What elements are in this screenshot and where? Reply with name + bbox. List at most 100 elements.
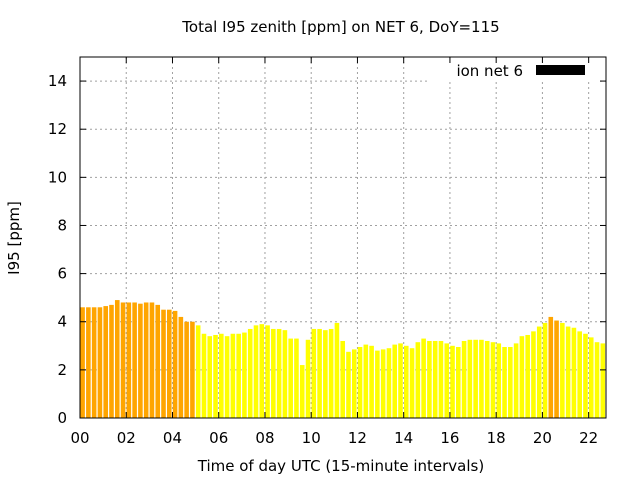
grid-lines	[80, 57, 606, 418]
bar	[554, 320, 559, 418]
bar	[184, 321, 189, 418]
bar	[311, 328, 317, 418]
bar	[236, 333, 241, 418]
y-tick-label: 6	[57, 265, 67, 283]
x-tick-label: 18	[487, 429, 506, 447]
bar	[340, 340, 345, 418]
bar	[242, 332, 247, 418]
bar	[265, 325, 270, 418]
bar	[282, 330, 288, 418]
x-tick-label: 14	[394, 429, 413, 447]
bar	[328, 328, 334, 418]
bar	[178, 316, 184, 418]
bar	[114, 300, 120, 418]
bar	[334, 322, 340, 418]
axis-ticks	[79, 57, 606, 419]
bar	[490, 342, 496, 418]
bar	[421, 338, 426, 418]
x-tick-label: 10	[302, 429, 321, 447]
plot-frame	[79, 56, 607, 419]
bar	[594, 342, 600, 418]
bar	[375, 350, 380, 418]
bar	[577, 331, 582, 418]
bar	[484, 340, 490, 418]
bar	[583, 333, 588, 418]
bar	[305, 339, 311, 418]
bar	[600, 343, 606, 418]
legend-swatch	[536, 65, 585, 75]
bar	[213, 334, 218, 418]
bar	[138, 303, 143, 418]
bar	[271, 328, 276, 418]
y-tick-label: 12	[48, 120, 67, 138]
bar	[357, 347, 363, 418]
bar	[502, 347, 507, 418]
bar	[432, 340, 438, 418]
bar	[247, 328, 253, 418]
bar	[224, 336, 230, 418]
bar	[323, 330, 328, 418]
bar	[427, 340, 432, 418]
bar	[317, 328, 322, 418]
bar	[415, 342, 421, 418]
y-tick-label: 0	[57, 409, 67, 427]
x-tick-label: 12	[348, 429, 367, 447]
bar	[531, 331, 536, 418]
bar	[219, 333, 224, 418]
bar	[299, 365, 305, 418]
bar	[380, 349, 386, 418]
bar	[161, 309, 166, 418]
y-tick-label: 14	[48, 72, 67, 90]
x-tick-label: 04	[163, 429, 182, 447]
bar	[190, 321, 195, 418]
bar	[392, 344, 398, 418]
x-tick-label: 08	[255, 429, 274, 447]
y-axis-label: I95 [ppm]	[5, 201, 23, 275]
x-tick-label: 20	[533, 429, 552, 447]
bar	[496, 343, 502, 418]
bar	[149, 302, 155, 418]
bar	[560, 322, 565, 418]
bar	[126, 302, 132, 418]
bar	[167, 309, 172, 418]
x-tick-label: 16	[440, 429, 459, 447]
y-tick-label: 4	[57, 313, 67, 331]
bar	[143, 302, 149, 418]
x-tick-label: 06	[209, 429, 228, 447]
y-tick-label: 10	[48, 168, 67, 186]
bar	[294, 338, 299, 418]
bar	[536, 326, 542, 418]
bar	[132, 302, 137, 418]
bar	[80, 307, 85, 418]
bar	[155, 304, 161, 418]
legend: ion net 6	[430, 58, 598, 82]
bar	[571, 327, 577, 418]
bar	[409, 348, 415, 418]
legend-label: ion net 6	[456, 62, 523, 80]
bar	[120, 302, 126, 418]
bar	[109, 304, 114, 418]
bar	[450, 345, 455, 418]
bar	[86, 307, 91, 418]
x-tick-label: 02	[117, 429, 136, 447]
bar	[467, 339, 473, 418]
bar	[172, 310, 178, 418]
bar	[386, 348, 392, 418]
chart-title: Total I95 zenith [ppm] on NET 6, DoY=115	[181, 18, 499, 36]
bar	[351, 349, 357, 418]
bar	[201, 333, 207, 418]
bar-series	[80, 300, 606, 418]
bar	[103, 306, 109, 418]
bar	[508, 347, 513, 418]
bar	[253, 325, 259, 418]
bar	[369, 345, 374, 418]
x-tick-label: 00	[70, 429, 89, 447]
bar	[398, 343, 403, 418]
bar	[444, 343, 450, 418]
y-tick-label: 2	[57, 361, 67, 379]
bar	[525, 334, 530, 418]
bar	[542, 322, 548, 418]
